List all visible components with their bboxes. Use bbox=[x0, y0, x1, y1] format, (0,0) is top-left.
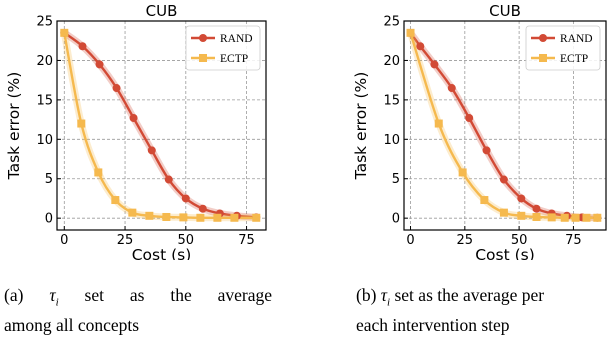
y-tick-label: 0 bbox=[45, 212, 53, 227]
y-tick-label: 5 bbox=[45, 172, 53, 187]
plot-frame bbox=[56, 20, 267, 231]
data-point-rand bbox=[147, 146, 156, 155]
data-point-ectp bbox=[196, 213, 205, 222]
data-point-rand bbox=[430, 60, 439, 69]
caption-label: (a) bbox=[4, 285, 24, 305]
data-point-ectp bbox=[230, 213, 239, 222]
data-point-rand bbox=[78, 42, 87, 51]
legend-label-rand: RAND bbox=[220, 33, 253, 45]
data-point-ectp bbox=[499, 208, 508, 217]
x-tick-label: 0 bbox=[60, 233, 68, 248]
chart-title: CUB bbox=[489, 2, 521, 20]
data-point-rand bbox=[164, 175, 173, 184]
data-point-ectp bbox=[571, 213, 580, 222]
data-point-ectp bbox=[517, 211, 526, 220]
data-point-ectp bbox=[593, 213, 602, 222]
chart-svg: 0 25 50 75 0 5 10 15 20 25 CUB Cost (s) Task error (… bbox=[352, 2, 607, 264]
caption-label: (b) bbox=[356, 285, 377, 305]
data-point-ectp bbox=[94, 168, 103, 177]
chart-panel-b: 0 25 50 75 0 5 10 15 20 25 CUB Cost (s) Task error (… bbox=[307, 0, 614, 264]
x-tick-label: 25 bbox=[457, 233, 474, 248]
legend-label-ectp: ECTP bbox=[560, 53, 588, 65]
data-point-rand bbox=[482, 146, 491, 155]
x-tick-label: 50 bbox=[178, 233, 195, 248]
caption-text-line2: among all concepts bbox=[4, 314, 140, 335]
y-tick-label: 15 bbox=[383, 93, 400, 108]
data-point-ectp bbox=[547, 213, 556, 222]
x-tick-label: 50 bbox=[511, 233, 528, 248]
data-point-rand bbox=[181, 194, 190, 203]
data-point-ectp bbox=[532, 212, 541, 221]
data-point-ectp bbox=[162, 212, 171, 221]
legend-marker-rand bbox=[539, 34, 547, 42]
data-point-ectp bbox=[560, 213, 569, 222]
data-point-ectp bbox=[406, 28, 415, 37]
data-point-rand bbox=[95, 60, 104, 69]
data-point-ectp bbox=[111, 196, 120, 205]
data-point-ectp bbox=[77, 119, 86, 128]
caption-text-line2: each intervention step bbox=[356, 314, 510, 335]
data-point-rand bbox=[532, 204, 541, 213]
y-tick-label: 25 bbox=[383, 15, 400, 30]
data-point-rand bbox=[499, 175, 508, 184]
data-point-rand bbox=[517, 194, 526, 203]
data-point-ectp bbox=[582, 213, 591, 222]
caption-text-line1: set as the average per bbox=[394, 285, 545, 305]
data-point-rand bbox=[198, 204, 207, 213]
legend-marker-rand bbox=[199, 34, 207, 42]
legend-marker-ectp bbox=[199, 54, 207, 62]
data-point-ectp bbox=[252, 213, 261, 222]
data-point-ectp bbox=[60, 28, 69, 37]
chart-title: CUB bbox=[146, 2, 178, 20]
y-tick-label: 0 bbox=[392, 212, 400, 227]
y-tick-label: 10 bbox=[383, 133, 400, 148]
data-point-rand bbox=[416, 42, 425, 51]
legend-label-rand: RAND bbox=[560, 33, 593, 45]
data-point-ectp bbox=[128, 208, 137, 217]
y-tick-label: 15 bbox=[36, 93, 53, 108]
y-tick-label: 10 bbox=[36, 133, 53, 148]
data-point-ectp bbox=[434, 119, 443, 128]
x-tick-label: 0 bbox=[406, 233, 414, 248]
x-axis-label: Cost (s) bbox=[475, 246, 535, 260]
chart-panel-a: 0 25 50 75 0 5 10 15 20 25 CUB Cost (s) Task error (… bbox=[0, 0, 307, 264]
data-point-rand bbox=[465, 114, 474, 123]
y-tick-label: 25 bbox=[36, 15, 53, 30]
y-axis-label: Task error (%) bbox=[352, 72, 370, 181]
data-point-ectp bbox=[179, 213, 188, 222]
x-tick-label: 75 bbox=[565, 233, 582, 248]
x-tick-label: 75 bbox=[238, 233, 255, 248]
data-point-rand bbox=[129, 114, 138, 123]
plot-frame bbox=[403, 20, 607, 231]
caption-text-line1: set as the average bbox=[84, 285, 273, 305]
chart-svg: 0 25 50 75 0 5 10 15 20 25 CUB Cost (s) Task error (… bbox=[5, 2, 267, 264]
x-tick-label: 25 bbox=[117, 233, 134, 248]
y-tick-label: 20 bbox=[383, 54, 400, 69]
legend-label-ectp: ECTP bbox=[220, 53, 248, 65]
legend-marker-ectp bbox=[539, 54, 547, 62]
data-point-ectp bbox=[480, 196, 489, 205]
data-point-ectp bbox=[458, 168, 467, 177]
data-point-rand bbox=[447, 84, 456, 93]
data-point-ectp bbox=[145, 211, 154, 220]
caption-a: (a) τi set as the average among all conc… bbox=[4, 285, 273, 335]
caption-b: (b) τi set as the average per each inter… bbox=[356, 284, 614, 336]
data-point-rand bbox=[112, 84, 121, 93]
y-tick-label: 5 bbox=[392, 172, 400, 187]
data-point-ectp bbox=[213, 213, 222, 222]
x-axis-label: Cost (s) bbox=[132, 246, 192, 260]
y-tick-label: 20 bbox=[36, 54, 53, 69]
y-axis-label: Task error (%) bbox=[5, 72, 23, 181]
